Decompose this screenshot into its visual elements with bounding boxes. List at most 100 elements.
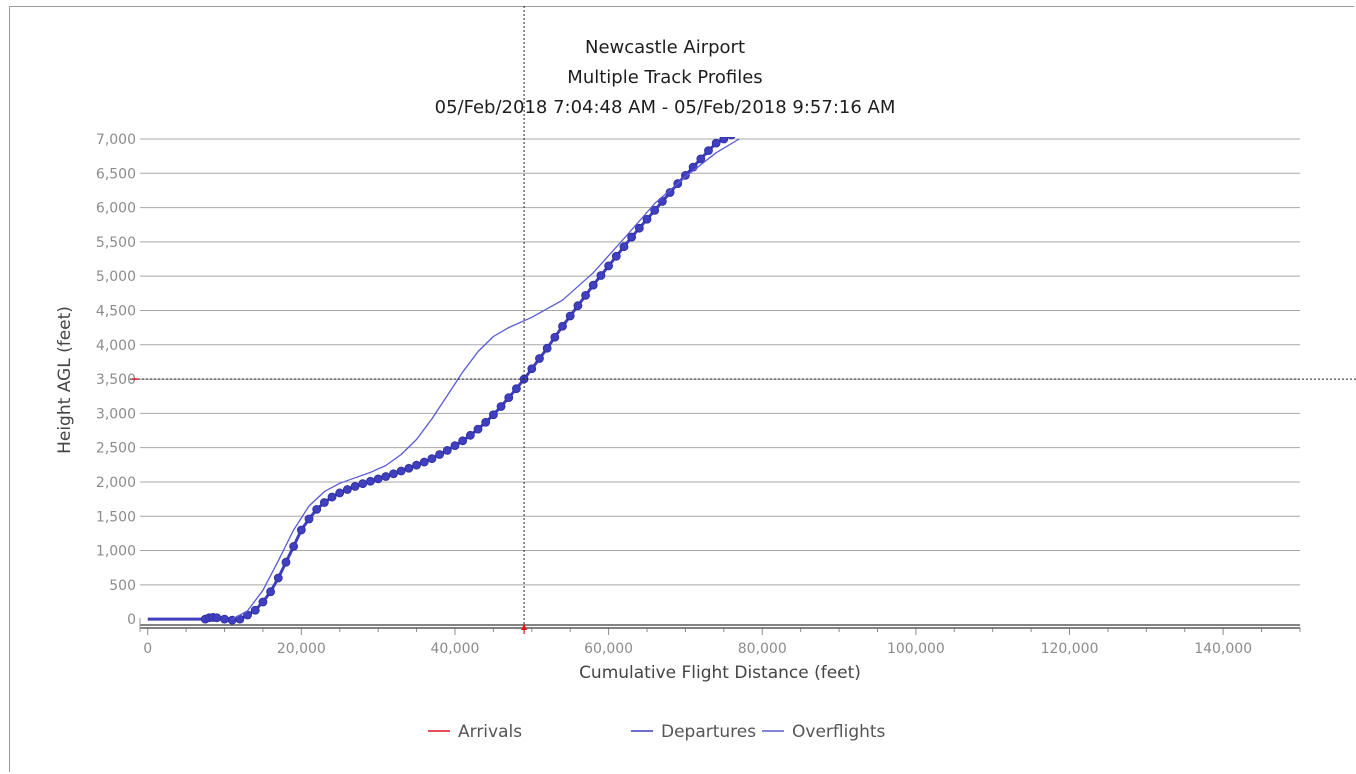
x-tick-label: 120,000 <box>1041 641 1099 657</box>
departure-point <box>412 460 421 470</box>
axes <box>139 618 1300 632</box>
departure-point <box>550 332 560 342</box>
departure-point <box>304 514 314 524</box>
x-tick-label: 20,000 <box>277 641 326 657</box>
x-tick-label: 140,000 <box>1194 641 1252 657</box>
departure-point <box>442 446 452 455</box>
departure-point <box>327 492 337 502</box>
departure-point <box>389 469 398 479</box>
departure-point <box>296 525 306 535</box>
departure-point <box>289 542 299 551</box>
departure-point <box>435 450 445 459</box>
departure-point <box>450 441 460 451</box>
departure-point <box>727 137 736 140</box>
departure-point <box>419 457 429 467</box>
departure-point <box>427 454 437 464</box>
departure-point <box>373 474 383 484</box>
y-tick-label: 1,000 <box>96 544 136 560</box>
departure-point <box>634 223 644 233</box>
departure-point <box>627 232 637 242</box>
x-tick-label: 60,000 <box>584 641 633 657</box>
departure-point <box>774 124 782 132</box>
y-tick-label: 6,000 <box>96 201 136 217</box>
x-axis-label: Cumulative Flight Distance (feet) <box>579 663 861 683</box>
departure-point <box>396 466 406 476</box>
departure-point <box>250 605 260 615</box>
x-axis-ticks: 0 20,000 40,000 60,000 80,000 100,000 120,000 1… <box>143 628 1301 657</box>
departure-point <box>542 343 552 353</box>
y-tick-label: 2,500 <box>96 441 136 457</box>
y-tick-label: 4,000 <box>96 338 136 354</box>
y-tick-label: 500 <box>109 578 136 594</box>
departure-point <box>504 393 514 402</box>
series-line-overflights <box>231 138 740 620</box>
departure-point <box>758 124 766 132</box>
legend-label-arrivals: Arrivals <box>458 722 522 742</box>
departure-point <box>266 587 275 597</box>
departure-point <box>588 280 598 290</box>
departure-point <box>581 290 590 300</box>
x-tick-label: 80,000 <box>738 641 787 657</box>
title-line-3: 05/Feb/2018 7:04:48 AM - 05/Feb/2018 9:5… <box>435 97 896 118</box>
y-axis-label: Height AGL (feet) <box>55 306 75 454</box>
y-tick-label: 4,500 <box>96 303 136 319</box>
departure-point <box>604 261 614 271</box>
departure-point <box>343 485 352 494</box>
departure-point <box>711 138 721 148</box>
grid <box>140 138 1300 586</box>
departure-point <box>481 417 491 427</box>
series-line-departures <box>147 137 731 622</box>
departure-point <box>404 463 414 473</box>
departure-point <box>766 124 774 132</box>
departure-point <box>488 410 498 420</box>
y-tick-label: 1,500 <box>96 509 136 525</box>
departure-point <box>281 557 291 567</box>
legend-label-overflights: Overflights <box>792 722 886 742</box>
y-tick-label: 5,000 <box>96 269 136 285</box>
y-tick-label: 0 <box>127 612 136 628</box>
title-line-2: Multiple Track Profiles <box>567 67 762 88</box>
departure-point <box>366 476 375 486</box>
y-tick-label: 5,500 <box>96 235 136 251</box>
departure-point <box>611 251 621 261</box>
y-tick-label: 3,000 <box>96 406 136 422</box>
departure-point <box>573 301 583 311</box>
x-tick-label: 100,000 <box>887 641 945 657</box>
departure-point <box>704 146 713 156</box>
title-line-1: Newcastle Airport <box>585 37 745 58</box>
departure-point <box>512 384 521 394</box>
crosshair <box>130 6 1356 634</box>
x-tick-label: 0 <box>143 641 152 657</box>
departure-point <box>381 472 391 481</box>
y-tick-label: 2,000 <box>96 475 136 491</box>
departure-point <box>273 573 283 583</box>
series-layer <box>147 124 782 625</box>
departure-point <box>681 170 690 180</box>
departure-point <box>358 479 368 489</box>
departure-point <box>719 137 729 144</box>
x-tick-label: 40,000 <box>430 641 479 657</box>
departure-point <box>743 126 751 134</box>
departure-point <box>527 364 537 374</box>
departure-point <box>465 430 475 440</box>
legend: Arrivals Departures Overflights <box>428 722 886 742</box>
departure-point <box>496 402 506 411</box>
departure-point <box>596 271 606 280</box>
departure-point <box>312 504 322 514</box>
departure-point <box>335 488 345 498</box>
legend-label-departures: Departures <box>661 722 756 742</box>
departure-point <box>473 424 483 434</box>
departure-point <box>535 354 544 363</box>
departure-point <box>642 214 652 224</box>
chart-frame <box>9 6 1354 772</box>
departure-point <box>558 321 567 331</box>
chart-title: Newcastle Airport Multiple Track Profile… <box>435 37 896 118</box>
departure-point <box>458 436 468 446</box>
departure-point <box>212 613 222 623</box>
departure-point <box>735 128 743 136</box>
series-group <box>147 124 782 625</box>
departure-point <box>751 125 759 133</box>
departure-point <box>258 597 268 607</box>
departure-point <box>319 498 329 507</box>
